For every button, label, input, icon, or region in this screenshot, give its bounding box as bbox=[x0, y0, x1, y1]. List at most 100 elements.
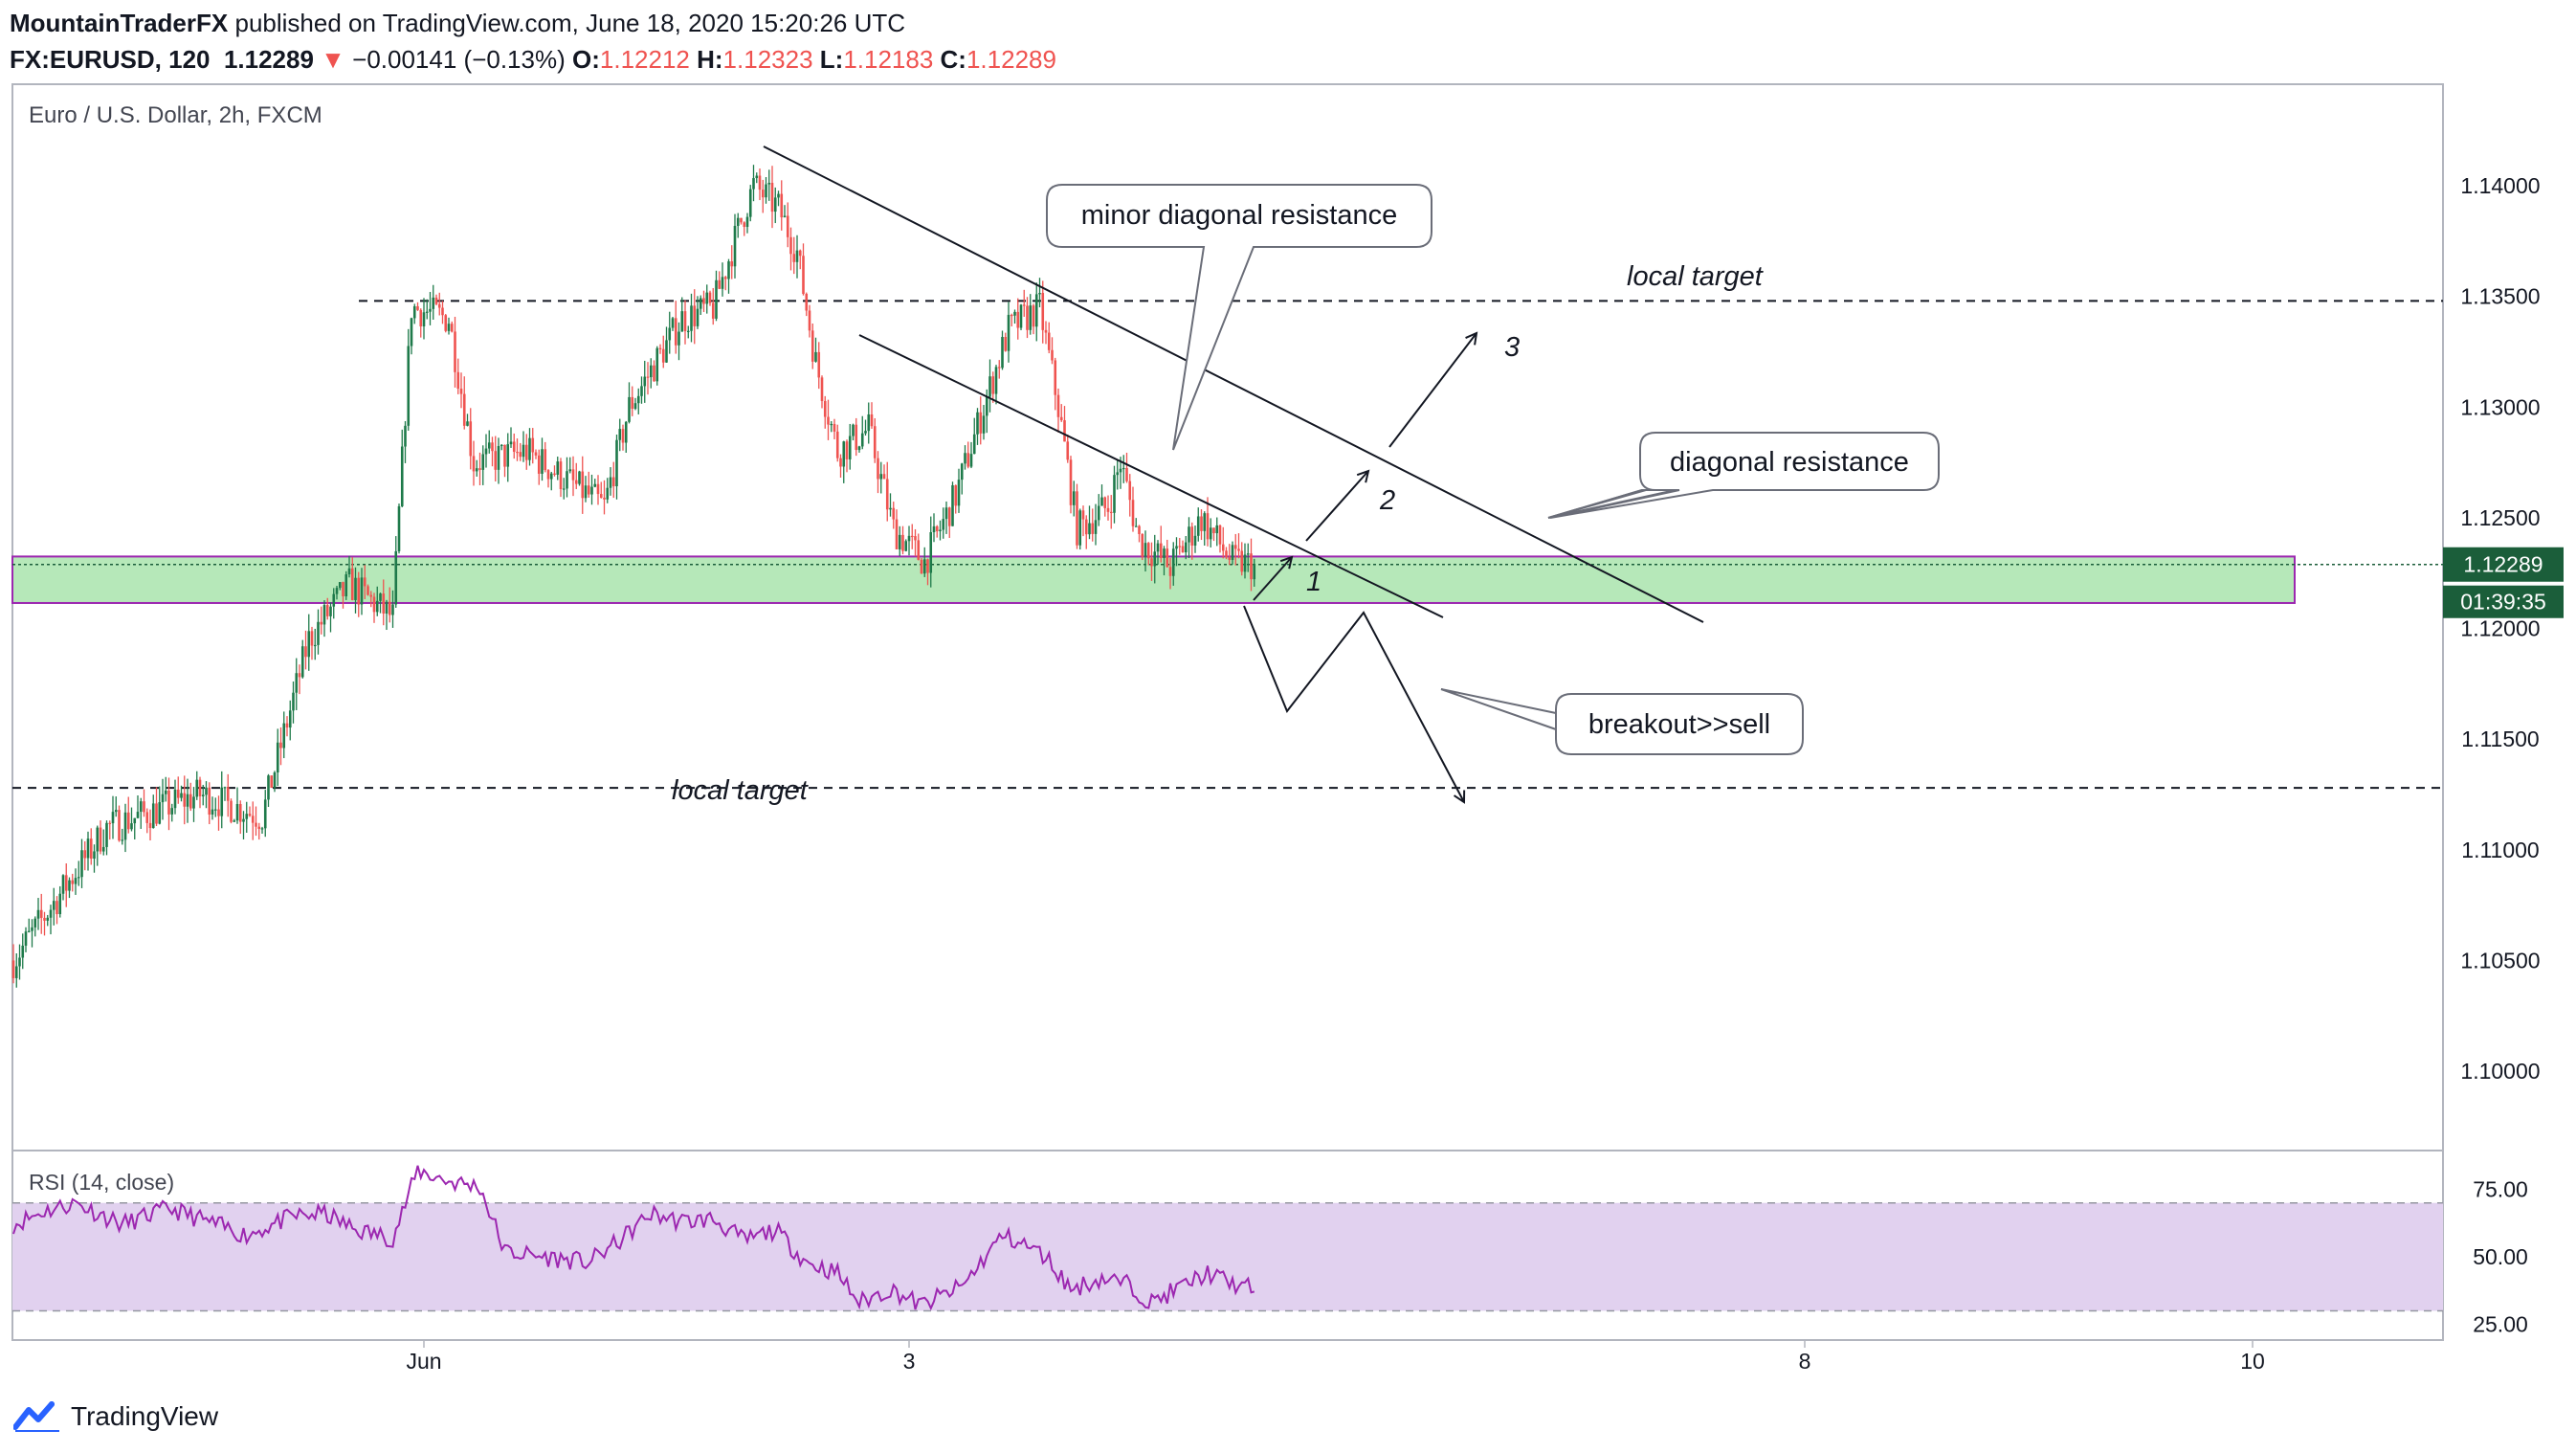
rsi-band bbox=[12, 1202, 2443, 1311]
candle bbox=[633, 397, 637, 411]
candle bbox=[183, 775, 187, 825]
candle bbox=[235, 787, 239, 824]
author-name[interactable]: MountainTraderFX bbox=[10, 9, 229, 37]
candle bbox=[820, 375, 824, 409]
candle bbox=[606, 478, 610, 503]
candle bbox=[1072, 481, 1076, 517]
candle bbox=[1206, 497, 1210, 547]
candle bbox=[208, 782, 211, 825]
candle bbox=[920, 558, 923, 574]
candle bbox=[494, 436, 498, 482]
time-tick-label: 10 bbox=[2240, 1349, 2265, 1374]
candle bbox=[1218, 525, 1222, 553]
candle bbox=[211, 796, 214, 820]
candle bbox=[671, 317, 675, 331]
candle bbox=[1233, 533, 1237, 566]
candle bbox=[621, 424, 625, 451]
candle bbox=[1175, 537, 1178, 567]
candle bbox=[702, 290, 705, 313]
candle bbox=[1200, 509, 1203, 541]
candle bbox=[270, 775, 274, 789]
callout-minor-diagonal-resistance[interactable]: minor diagonal resistance bbox=[1046, 184, 1432, 451]
candle bbox=[1240, 542, 1244, 576]
candle bbox=[354, 567, 357, 614]
candle bbox=[372, 592, 376, 623]
candle bbox=[827, 399, 830, 440]
candle bbox=[447, 317, 451, 335]
candle bbox=[1004, 332, 1008, 352]
candle bbox=[52, 887, 56, 926]
candle bbox=[133, 817, 137, 839]
candle bbox=[1221, 526, 1225, 559]
current-price-badge[interactable]: 1.12289 01:39:35 bbox=[2443, 547, 2564, 618]
candle bbox=[300, 639, 304, 679]
price-axis[interactable]: 1.14000 1.13500 1.13000 1.12500 1.12000 1.115… bbox=[2460, 173, 2540, 1084]
candle bbox=[304, 630, 307, 670]
candle bbox=[519, 442, 522, 461]
candle bbox=[802, 243, 805, 296]
candle bbox=[991, 371, 995, 403]
time-axis[interactable]: Jun38101517222429Jul68 bbox=[406, 1340, 2576, 1374]
candle bbox=[969, 441, 973, 469]
candle bbox=[285, 716, 289, 737]
candle bbox=[544, 441, 547, 473]
candle bbox=[982, 405, 986, 440]
candle bbox=[711, 287, 715, 325]
time-tick-label: Jun bbox=[406, 1349, 441, 1374]
candle bbox=[655, 346, 659, 386]
candle bbox=[487, 430, 491, 454]
chart-title: Euro / U.S. Dollar, 2h, FXCM bbox=[29, 102, 322, 128]
candle bbox=[136, 794, 140, 819]
candle bbox=[14, 953, 18, 988]
candle bbox=[164, 776, 167, 802]
candle bbox=[512, 433, 516, 459]
candle bbox=[313, 628, 317, 660]
candle bbox=[220, 771, 224, 829]
candle bbox=[581, 456, 585, 514]
candle bbox=[668, 311, 672, 354]
candle bbox=[332, 588, 336, 619]
candle bbox=[877, 451, 879, 494]
candle bbox=[611, 461, 615, 499]
candle bbox=[223, 786, 227, 801]
candle bbox=[74, 868, 78, 895]
tradingview-brand[interactable]: TradingView bbox=[71, 1401, 219, 1431]
candle bbox=[935, 525, 939, 538]
callout-diagonal-resistance[interactable]: diagonal resistance bbox=[1547, 432, 1940, 519]
close-value: 1.12289 bbox=[966, 45, 1056, 74]
candle bbox=[1203, 511, 1207, 547]
candle bbox=[1153, 534, 1157, 584]
change-value: −0.00141 (−0.13%) bbox=[352, 45, 566, 74]
candle bbox=[674, 301, 677, 354]
candle bbox=[226, 773, 230, 817]
candle bbox=[873, 417, 877, 463]
candle bbox=[1156, 540, 1160, 565]
candle bbox=[307, 614, 311, 671]
candle bbox=[357, 571, 361, 617]
candle bbox=[665, 326, 668, 364]
minor-diagonal-resistance-line[interactable] bbox=[858, 334, 1444, 618]
callout-breakout-sell[interactable]: breakout>>sell bbox=[1440, 688, 1804, 755]
candle bbox=[917, 533, 921, 561]
candle bbox=[441, 301, 444, 324]
candle bbox=[755, 172, 759, 184]
price-tick-label: 1.12000 bbox=[2460, 616, 2540, 641]
candle bbox=[1063, 406, 1066, 442]
candle bbox=[718, 271, 722, 290]
candle bbox=[885, 461, 889, 522]
callout-diagonal-text: diagonal resistance bbox=[1670, 447, 1909, 478]
candle bbox=[245, 801, 249, 834]
candle bbox=[1121, 455, 1125, 483]
price-tick-label: 1.14000 bbox=[2460, 173, 2540, 198]
tradingview-logo-icon[interactable] bbox=[13, 1400, 61, 1433]
candle bbox=[491, 436, 494, 467]
candle bbox=[242, 811, 245, 839]
candle bbox=[506, 433, 510, 482]
symbol-label[interactable]: FX:EURUSD, 120 bbox=[10, 45, 211, 74]
candle bbox=[1225, 547, 1228, 560]
candle bbox=[957, 468, 961, 513]
candle bbox=[472, 440, 476, 486]
candle bbox=[503, 444, 506, 478]
diagonal-resistance-line[interactable] bbox=[763, 145, 1704, 623]
